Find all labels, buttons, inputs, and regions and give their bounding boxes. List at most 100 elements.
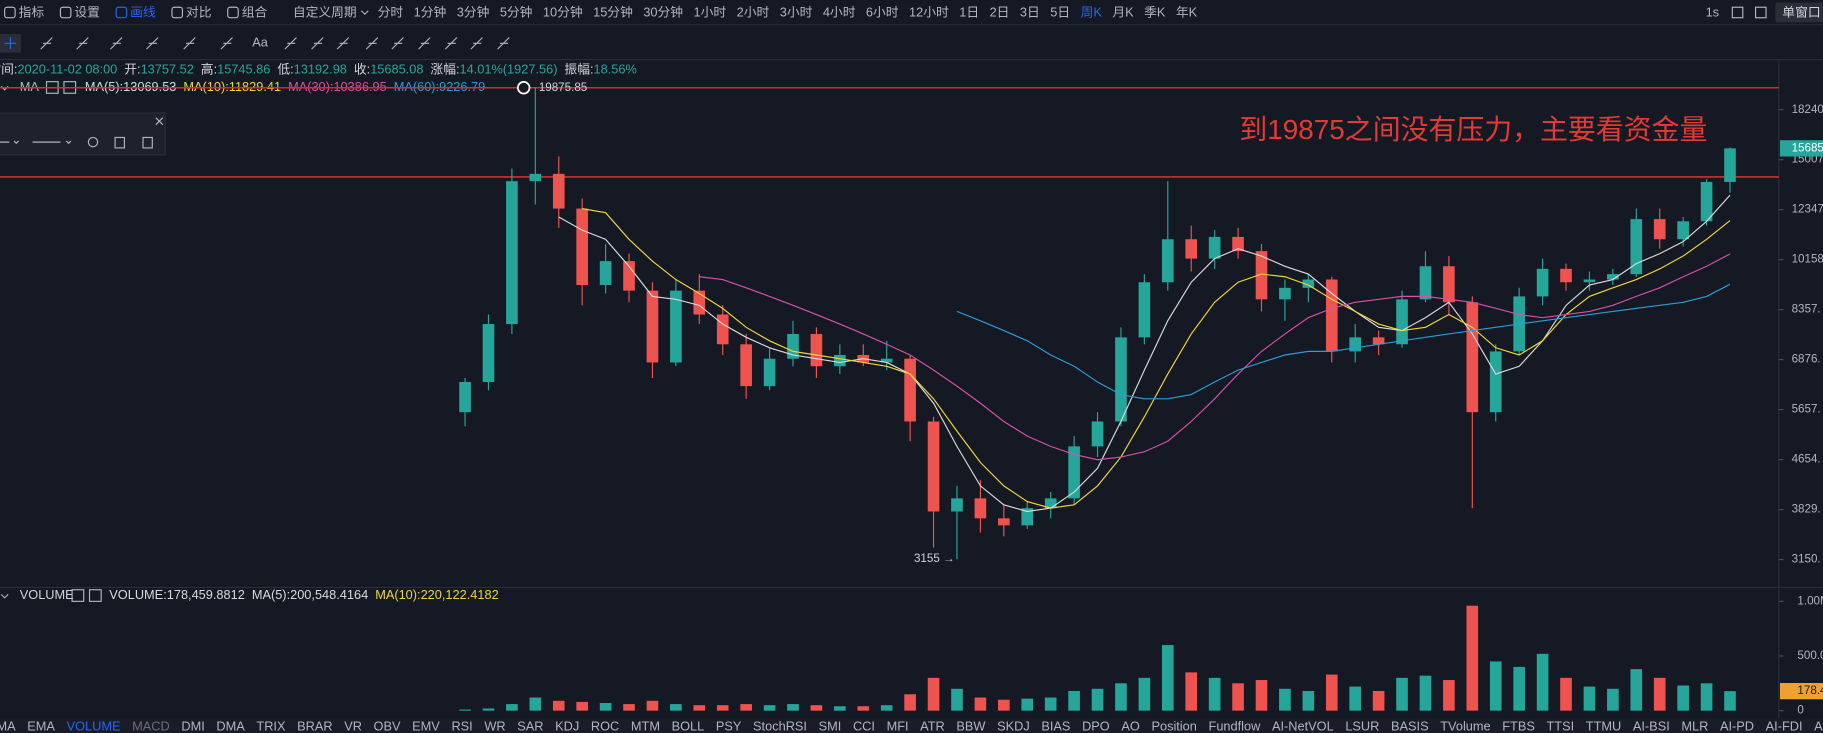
period-button[interactable]: 1分钟 [414, 4, 447, 19]
period-button[interactable]: 季K [1144, 4, 1166, 19]
tool-icon[interactable] [183, 37, 196, 50]
indicator-tab[interactable]: MTM [631, 718, 660, 733]
delete-icon[interactable] [142, 136, 153, 149]
tool-icon[interactable] [391, 37, 404, 50]
indicator-tab[interactable]: SKDJ [997, 718, 1030, 733]
indicator-tab[interactable]: AI-FDI [1766, 718, 1803, 733]
cursor-icon[interactable] [4, 37, 17, 50]
period-button[interactable]: 3日 [1020, 4, 1040, 19]
indicator-tab[interactable]: BRAR [297, 718, 332, 733]
indicator-tab[interactable]: AO [1121, 718, 1140, 733]
indicator-tab[interactable]: DMI [181, 718, 204, 733]
period-button[interactable]: 30分钟 [643, 4, 683, 19]
indicator-tab[interactable]: LSUR [1345, 718, 1379, 733]
window-button[interactable]: 单窗口 [1782, 4, 1820, 19]
period-button[interactable]: 月K [1112, 4, 1134, 19]
tool-icon[interactable] [418, 37, 431, 50]
period-button[interactable]: 12小时 [909, 4, 949, 19]
indicator-tab[interactable]: BOLL [672, 718, 705, 733]
legend-icon[interactable] [88, 589, 102, 602]
indicator-tab[interactable]: OBV [374, 718, 401, 733]
indicator-tab[interactable]: PSY [716, 718, 742, 733]
custom-period[interactable]: 自定义周期 [293, 4, 357, 19]
indicator-tab[interactable]: MA [0, 718, 16, 733]
indicator-tab[interactable]: VR [344, 718, 362, 733]
toolbar-button[interactable]: 画线 [130, 4, 156, 19]
indicator-tab[interactable]: ROC [591, 718, 619, 733]
lock-icon[interactable] [114, 136, 125, 149]
font-tool[interactable]: Aa [252, 35, 269, 50]
indicator-tab[interactable]: DPO [1082, 718, 1110, 733]
period-button[interactable]: 6小时 [866, 4, 899, 19]
window-icon[interactable] [1754, 6, 1767, 19]
period-button[interactable]: 5分钟 [500, 4, 533, 19]
line-style-icons[interactable] [0, 140, 72, 145]
period-button[interactable]: 15分钟 [593, 4, 633, 19]
tool-icon[interactable] [146, 37, 159, 50]
indicator-tab[interactable]: AI-LI [1814, 718, 1823, 733]
indicator-tab[interactable]: FTBS [1502, 718, 1535, 733]
toolbar-button[interactable]: 组合 [242, 4, 268, 19]
period-button[interactable]: 2小时 [737, 4, 770, 19]
period-button[interactable]: 周K [1081, 4, 1103, 19]
indicator-tab[interactable]: AI-PD [1720, 718, 1754, 733]
indicator-tab[interactable]: TRIX [256, 718, 286, 733]
indicator-tab[interactable]: MFI [887, 718, 909, 733]
close-icon[interactable] [155, 117, 164, 126]
settings-icon[interactable] [87, 136, 99, 148]
indicator-tab[interactable]: AI-BSI [1633, 718, 1670, 733]
indicator-tab[interactable]: ATR [920, 718, 945, 733]
indicator-tab[interactable]: Position [1151, 718, 1196, 733]
indicator-tab[interactable]: TTSI [1547, 718, 1575, 733]
indicator-tab[interactable]: Fundflow [1209, 718, 1262, 733]
window-icon[interactable] [1731, 6, 1744, 19]
period-button[interactable]: 年K [1176, 4, 1198, 19]
period-button[interactable]: 10分钟 [543, 4, 583, 19]
indicator-tab[interactable]: SAR [517, 718, 543, 733]
period-button[interactable]: 分时 [378, 4, 404, 19]
indicator-tab[interactable]: BIAS [1041, 718, 1070, 733]
period-button[interactable]: 1小时 [694, 4, 727, 19]
tool-icon[interactable] [497, 37, 510, 50]
indicator-tab[interactable]: WR [484, 718, 505, 733]
indicator-tab[interactable]: StochRSI [753, 718, 807, 733]
indicator-tab[interactable]: RSI [451, 718, 472, 733]
indicator-tab[interactable]: TVolume [1440, 718, 1490, 733]
toolbar-button[interactable]: 设置 [74, 4, 100, 19]
refresh-rate[interactable]: 1s [1706, 4, 1719, 19]
indicator-tab[interactable]: SMI [819, 718, 842, 733]
indicator-tab[interactable]: CCI [853, 718, 875, 733]
tool-icon[interactable] [444, 37, 458, 50]
indicator-tab[interactable]: VOLUME [67, 718, 121, 733]
indicator-tab[interactable]: AI-NetVOL [1272, 718, 1334, 733]
tool-icon[interactable] [76, 37, 89, 50]
tool-icon[interactable] [470, 37, 483, 50]
indicator-tab[interactable]: BASIS [1391, 718, 1429, 733]
window-button-box[interactable] [1775, 2, 1823, 23]
indicator-tab[interactable]: BBW [956, 718, 985, 733]
indicator-tab[interactable]: MACD [132, 718, 170, 733]
tool-icon[interactable] [336, 37, 350, 50]
period-button[interactable]: 1日 [959, 4, 979, 19]
tool-icon[interactable] [284, 37, 297, 50]
indicator-tab[interactable]: EMA [27, 718, 55, 733]
indicator-tab[interactable]: MLR [1681, 718, 1708, 733]
tool-icon[interactable] [311, 37, 324, 50]
legend-icon[interactable] [71, 589, 85, 602]
indicator-tab[interactable]: EMV [412, 718, 440, 733]
indicator-tab[interactable]: TTMU [1586, 718, 1621, 733]
collapse-icon[interactable] [0, 593, 9, 599]
annotation[interactable]: 到19875之间没有压力，主要看资金量 [1239, 114, 1707, 145]
toolbar-button[interactable]: 对比 [186, 4, 212, 19]
tool-icon[interactable] [365, 37, 379, 50]
period-button[interactable]: 3分钟 [457, 4, 490, 19]
toolbar-button[interactable]: 指标 [19, 4, 45, 19]
indicator-tab[interactable]: KDJ [555, 718, 579, 733]
tool-icon[interactable] [40, 37, 53, 50]
period-button[interactable]: 4小时 [823, 4, 856, 19]
period-button[interactable]: 2日 [990, 4, 1010, 19]
period-button[interactable]: 5日 [1050, 4, 1070, 19]
tool-icon[interactable] [220, 37, 233, 50]
tool-icon[interactable] [110, 37, 123, 50]
period-button[interactable]: 3小时 [780, 4, 813, 19]
